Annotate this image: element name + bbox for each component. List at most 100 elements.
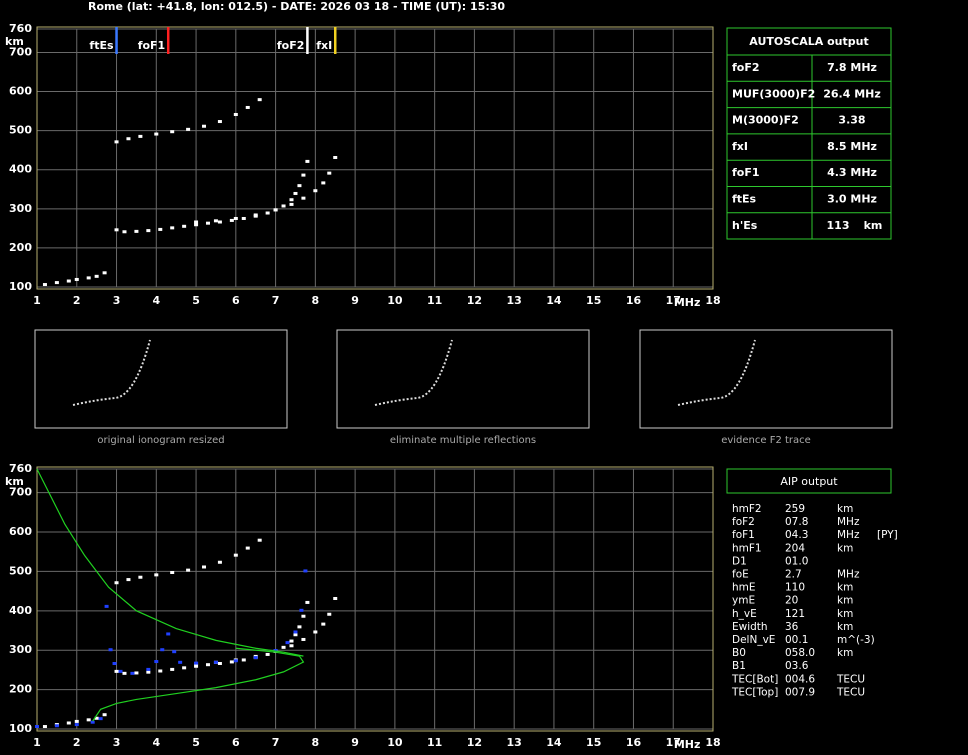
- marker-label: foF1: [138, 39, 166, 52]
- y-tick-label: 100: [9, 280, 32, 293]
- y-axis-label: km: [5, 35, 24, 48]
- aip-cell: km: [837, 647, 853, 659]
- trace-point: [194, 661, 199, 665]
- trace-point: [138, 134, 143, 138]
- trace-point: [182, 666, 187, 670]
- y-tick-label: 400: [9, 163, 32, 176]
- trace-point: [305, 600, 310, 604]
- trace-point: [245, 546, 250, 550]
- trace-point: [233, 659, 238, 663]
- trace-point: [54, 724, 59, 728]
- y-tick-label: 100: [9, 722, 32, 735]
- trace-point: [130, 671, 135, 675]
- trace-point: [194, 223, 199, 227]
- y-tick-label: 300: [9, 643, 32, 656]
- table-value: 7.8 MHz: [827, 61, 877, 74]
- aip-cell: TEC[Bot]: [731, 673, 778, 685]
- trace-point: [170, 571, 175, 574]
- aip-cell: hmF1: [732, 542, 762, 554]
- aip-cell: [PY]: [877, 529, 898, 541]
- x-tick-label: 7: [272, 294, 280, 307]
- trace-point: [146, 670, 151, 674]
- aip-cell: TECU: [836, 673, 865, 685]
- aip-frame: [726, 468, 892, 494]
- table-value: 26.4 MHz: [823, 87, 881, 100]
- x-tick-label: 16: [626, 736, 642, 749]
- table-unit: km: [864, 219, 883, 232]
- trace-point: [285, 641, 290, 645]
- x-tick-label: 4: [152, 736, 160, 749]
- aip-cell: 121: [785, 608, 805, 620]
- x-tick-label: 7: [272, 736, 280, 749]
- aip-cell: 20: [785, 595, 798, 607]
- trace-point: [108, 648, 113, 652]
- thumbnail-trace: [72, 339, 151, 406]
- trace-point: [265, 652, 270, 656]
- aip-cell: 04.3: [785, 529, 808, 541]
- trace-point: [321, 181, 326, 185]
- trace-point: [301, 196, 306, 200]
- trace-point: [327, 171, 332, 175]
- trace-point: [138, 575, 143, 579]
- trace-point: [213, 660, 218, 664]
- plot-frame: [36, 26, 714, 290]
- trace-point: [194, 220, 199, 224]
- x-tick-label: 15: [586, 294, 601, 307]
- x-tick-label: 2: [73, 294, 81, 307]
- aip-cell: km: [837, 542, 853, 554]
- aip-cell: 00.1: [785, 634, 808, 646]
- y-tick-label: 600: [9, 85, 32, 98]
- trace-point: [66, 279, 71, 283]
- table-value: 3.38: [838, 114, 865, 127]
- thumbnail-trace: [677, 339, 756, 406]
- trace-point: [305, 159, 310, 163]
- trace-point: [213, 219, 218, 223]
- y-axis-label: km: [5, 475, 24, 488]
- trace-point: [217, 220, 222, 224]
- aip-cell: foF1: [732, 529, 755, 541]
- aip-cell: 204: [785, 542, 805, 554]
- x-tick-label: 14: [546, 736, 562, 749]
- aip-cell: m^(-3): [837, 634, 875, 646]
- trace-point: [166, 632, 171, 636]
- aip-cell: B1: [732, 660, 746, 672]
- trace-point: [233, 113, 238, 116]
- trace-point: [154, 660, 159, 664]
- x-tick-label: 5: [192, 736, 200, 749]
- trace-point: [229, 660, 234, 664]
- trace-point: [42, 283, 47, 287]
- x-tick-label: 17: [666, 294, 681, 307]
- trace-point: [293, 191, 298, 195]
- trace-point: [301, 637, 306, 641]
- x-tick-label: 1: [33, 294, 41, 307]
- trace-point: [154, 132, 159, 136]
- marker-label: ftEs: [89, 39, 114, 52]
- aip-cell: km: [837, 503, 853, 515]
- aip-cell: B0: [732, 647, 746, 659]
- trace-point: [122, 671, 127, 675]
- trace-point: [90, 720, 95, 724]
- trace-point: [35, 725, 39, 729]
- trace-point: [94, 274, 99, 278]
- trace-point: [217, 662, 222, 665]
- aip-cell: MHz: [837, 529, 860, 541]
- table-value: 3.0 MHz: [827, 193, 877, 206]
- x-tick-label: 17: [666, 736, 681, 749]
- aip-cell: km: [837, 582, 853, 594]
- y-tick-label: 300: [9, 202, 32, 215]
- trace-point: [194, 664, 199, 668]
- y-tick-label: 500: [9, 124, 32, 137]
- aip-cell: 01.0: [785, 555, 808, 567]
- table-label: foF1: [732, 166, 760, 179]
- aip-cell: km: [837, 595, 853, 607]
- trace-point: [178, 660, 183, 664]
- y-tick-label: 760: [9, 22, 32, 35]
- aip-cell: hmE: [732, 582, 756, 594]
- trace-point: [126, 578, 131, 582]
- trace-point: [102, 713, 107, 717]
- trace-point: [114, 581, 119, 585]
- trace-point: [74, 277, 79, 281]
- x-tick-label: 13: [507, 294, 522, 307]
- trace-point: [289, 644, 294, 648]
- aip-cell: 058.0: [785, 647, 815, 659]
